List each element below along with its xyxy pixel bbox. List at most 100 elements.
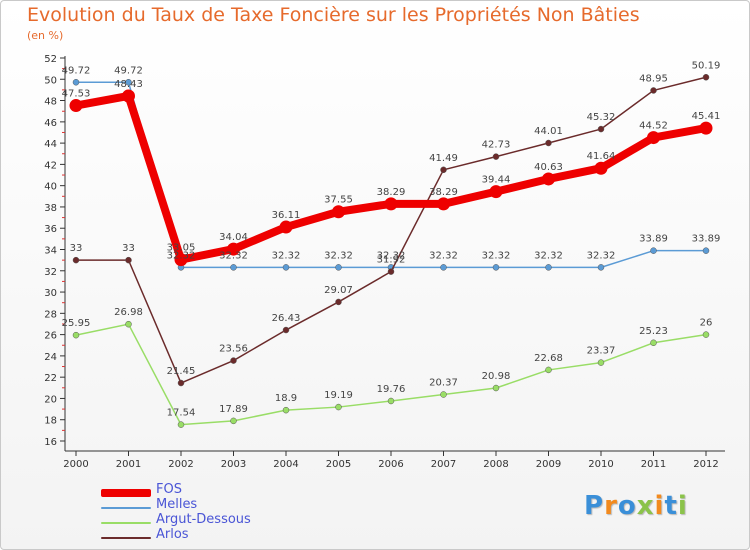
data-point: [597, 125, 605, 133]
legend-item: Argut-Dessous: [101, 512, 321, 530]
x-tick-label: 2006: [378, 459, 403, 470]
x-tick-label: 2007: [431, 459, 456, 470]
y-tick-label: 16: [44, 437, 57, 448]
data-point: [594, 161, 608, 175]
logo-letter: t: [664, 491, 678, 521]
y-tick-label: 30: [44, 288, 57, 299]
y-tick-label: 44: [44, 139, 57, 150]
data-label: 44.52: [639, 121, 668, 132]
y-tick-label: 32: [44, 267, 57, 278]
data-label: 19.19: [324, 390, 353, 401]
data-label: 33.89: [692, 234, 721, 245]
data-label: 32.32: [377, 250, 406, 261]
data-point: [335, 264, 342, 271]
logo-letter: x: [636, 491, 655, 521]
data-point: [230, 264, 237, 271]
data-point: [279, 220, 293, 234]
legend-swatch: [101, 507, 151, 509]
logo-letter: i: [677, 491, 688, 521]
data-label: 33.89: [639, 234, 668, 245]
legend-item: Arlos: [101, 527, 321, 545]
data-point: [227, 242, 240, 256]
legend-label: Argut-Dessous: [156, 512, 251, 527]
data-label: 40.63: [534, 162, 563, 173]
data-label: 32.32: [272, 250, 301, 261]
legend-swatch: [101, 537, 151, 539]
data-point: [230, 417, 237, 425]
data-point: [282, 406, 290, 414]
legend-label: FOS: [156, 482, 182, 497]
data-label: 48.43: [114, 79, 143, 90]
data-point: [387, 268, 395, 275]
y-tick-label: 18: [44, 416, 57, 427]
data-point: [492, 153, 500, 160]
data-label: 32.32: [534, 250, 563, 261]
data-point: [332, 205, 345, 219]
x-tick-label: 2011: [641, 459, 666, 470]
data-point: [125, 79, 132, 86]
data-label: 20.98: [482, 371, 511, 382]
data-label: 29.07: [324, 285, 353, 296]
data-point: [440, 264, 447, 271]
data-label: 41.49: [429, 153, 458, 164]
data-label: 33: [70, 243, 83, 254]
data-point: [69, 99, 83, 113]
data-point: [702, 74, 710, 81]
logo-letter: i: [654, 491, 665, 521]
x-tick-label: 2010: [588, 459, 613, 470]
data-point: [387, 397, 395, 405]
data-point: [650, 87, 657, 94]
data-point: [597, 264, 605, 271]
data-label: 50.19: [692, 60, 721, 71]
data-label: 36.11: [272, 210, 301, 221]
data-point: [384, 197, 398, 211]
x-tick-label: 2005: [326, 459, 351, 470]
data-label: 23.37: [587, 346, 616, 357]
data-label: 32.32: [167, 250, 196, 261]
data-point: [72, 256, 80, 264]
data-label: 20.37: [429, 378, 458, 389]
data-point: [335, 403, 342, 411]
data-point: [542, 172, 555, 186]
y-tick-label: 20: [44, 394, 57, 405]
x-tick-label: 2003: [221, 459, 246, 470]
data-label: 33: [122, 243, 135, 254]
y-tick-label: 42: [44, 160, 57, 171]
x-tick-label: 2002: [168, 459, 193, 470]
y-tick-label: 50: [44, 75, 57, 86]
data-label: 32.32: [482, 250, 511, 261]
data-label: 39.44: [482, 175, 511, 186]
data-point: [545, 264, 552, 271]
chart-unit-label: (en %): [27, 29, 64, 42]
y-tick-label: 22: [44, 373, 57, 384]
data-point: [597, 359, 605, 366]
data-label: 25.95: [62, 318, 91, 329]
data-point: [545, 139, 552, 147]
data-label: 38.29: [429, 187, 458, 198]
data-label: 22.68: [534, 353, 563, 364]
logo-letter: r: [604, 491, 618, 521]
data-label: 26.98: [114, 307, 143, 318]
legend-item: Melles: [101, 497, 321, 515]
data-point: [72, 79, 80, 86]
x-tick-label: 2012: [693, 459, 718, 470]
x-tick-label: 2008: [483, 459, 508, 470]
data-label: 33.05: [167, 243, 196, 254]
y-tick-label: 34: [44, 246, 57, 257]
data-point: [230, 357, 237, 364]
data-label: 49.72: [114, 65, 143, 76]
data-point: [282, 326, 290, 334]
logo-letter: P: [584, 491, 605, 521]
data-point: [440, 391, 447, 398]
data-point: [177, 379, 185, 387]
data-label: 32.32: [429, 250, 458, 261]
data-label: 32.32: [219, 250, 248, 261]
data-point: [125, 256, 132, 264]
data-point: [702, 331, 710, 338]
data-label: 38.29: [377, 187, 406, 198]
y-tick-label: 26: [44, 331, 57, 342]
y-tick-label: 48: [44, 97, 57, 108]
data-point: [650, 339, 657, 347]
